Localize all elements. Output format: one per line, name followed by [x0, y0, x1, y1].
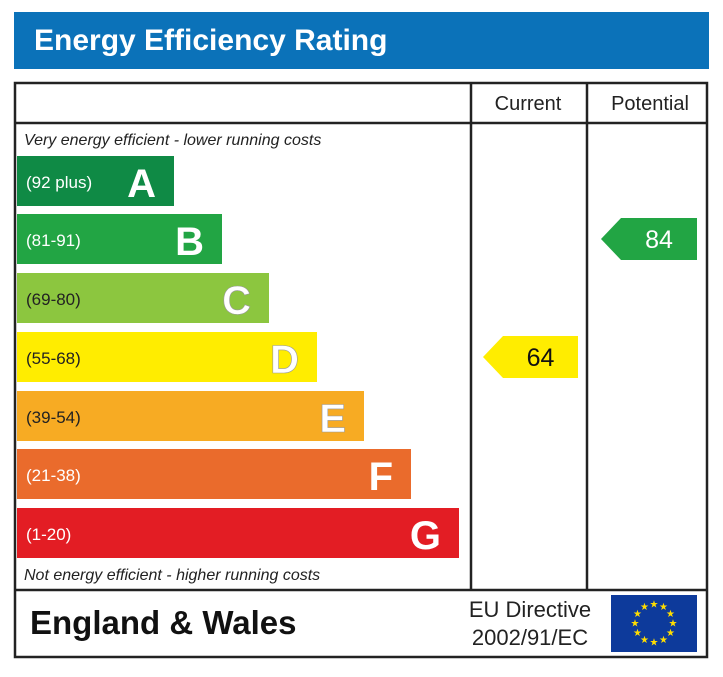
potential-rating-arrow: 84: [601, 218, 697, 260]
bottom-note: Not energy efficient - higher running co…: [24, 567, 320, 584]
potential-arrow-shape: [601, 218, 697, 260]
star-icon: ★: [666, 609, 675, 620]
band-f: (21-38) F: [17, 449, 411, 499]
star-icon: ★: [650, 638, 659, 649]
top-note: Very energy efficient - lower running co…: [24, 132, 321, 149]
band-a: (92 plus) A: [17, 156, 174, 206]
eu-flag-icon: ★ ★★★★★★★★★★★: [611, 595, 697, 652]
chart-frame: [13, 81, 709, 659]
directive-line1: EU Directive: [469, 597, 591, 622]
star-icon: ★: [631, 619, 640, 630]
band-bar: [17, 214, 222, 264]
band-bar: [17, 156, 174, 206]
band-bar: [17, 508, 459, 558]
band-range: (1-20): [26, 525, 71, 544]
band-c: (69-80) C: [17, 273, 269, 323]
band-bar: [17, 449, 411, 499]
region-label: England & Wales: [30, 604, 296, 641]
band-range: (39-54): [26, 408, 81, 427]
band-letter: A: [127, 162, 156, 206]
band-bar: [17, 332, 317, 382]
star-icon: ★: [640, 602, 649, 613]
star-icon: ★: [669, 619, 678, 630]
current-rating-arrow: 64: [483, 336, 578, 378]
band-d: (55-68) D: [17, 332, 317, 382]
band-g: (1-20) G: [17, 508, 459, 558]
star-icon: ★: [659, 602, 668, 613]
band-range: (55-68): [26, 349, 81, 368]
band-b: (81-91) B: [17, 214, 222, 264]
potential-column-header: Potential: [611, 93, 689, 115]
band-bar: [17, 273, 269, 323]
star-icon: ★: [640, 635, 649, 646]
band-letter: B: [175, 220, 204, 264]
band-range: (69-80): [26, 290, 81, 309]
band-letter: C: [222, 279, 251, 323]
band-letter: F: [369, 455, 393, 499]
star-icon: ★: [650, 600, 659, 611]
band-range: (92 plus): [26, 173, 92, 192]
band-range: (21-38): [26, 466, 81, 485]
current-rating-value: 64: [527, 344, 555, 372]
band-range: (81-91): [26, 231, 81, 250]
current-arrow-shape: [483, 336, 578, 378]
potential-rating-value: 84: [645, 226, 673, 254]
directive-line2: 2002/91/EC: [472, 625, 588, 650]
current-column-header: Current: [495, 93, 562, 115]
band-bar: [17, 391, 364, 441]
star-icon: ★: [666, 628, 675, 639]
title-banner: Energy Efficiency Rating: [14, 12, 709, 69]
star-icon: ★: [633, 628, 642, 639]
band-letter: E: [319, 397, 346, 441]
band-e: (39-54) E: [17, 391, 364, 441]
star-icon: ★: [659, 635, 668, 646]
star-icon: ★: [633, 609, 642, 620]
band-letter: D: [270, 338, 299, 382]
band-letter: G: [410, 514, 441, 558]
